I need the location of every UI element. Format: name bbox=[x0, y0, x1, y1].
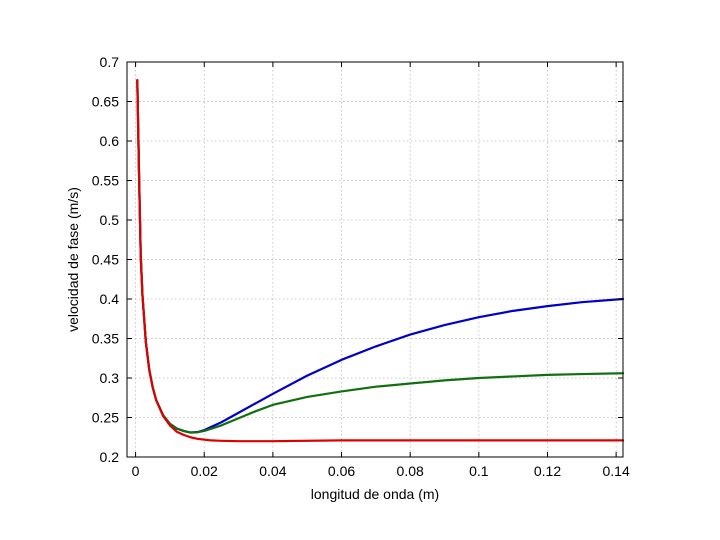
y-tick-label: 0.2 bbox=[100, 449, 120, 465]
series-lines bbox=[136, 79, 625, 443]
x-tick-label: 0.12 bbox=[534, 463, 561, 479]
y-tick-label: 0.7 bbox=[100, 54, 120, 70]
x-axis-label: longitud de onda (m) bbox=[311, 486, 439, 502]
y-tick-label: 0.4 bbox=[100, 291, 120, 307]
y-tick-label: 0.3 bbox=[100, 370, 120, 386]
x-tick-label: 0.1 bbox=[469, 463, 489, 479]
x-tick-label: 0.06 bbox=[328, 463, 355, 479]
y-tick-label: 0.55 bbox=[92, 173, 119, 189]
x-tick-label: 0.04 bbox=[259, 463, 286, 479]
red-series-line bbox=[136, 79, 625, 443]
x-tick-label: 0 bbox=[132, 463, 140, 479]
y-tick-label: 0.35 bbox=[92, 331, 119, 347]
y-tick-label: 0.25 bbox=[92, 410, 119, 426]
x-tick-label: 0.08 bbox=[397, 463, 424, 479]
y-tick-label: 0.65 bbox=[92, 94, 119, 110]
y-axis-label: velocidad de fase (m/s) bbox=[65, 187, 81, 332]
x-tick-label: 0.14 bbox=[603, 463, 630, 479]
y-tick-label: 0.6 bbox=[100, 133, 120, 149]
axis-ticks: 0 0.02 0.04 0.06 0.08 0.1 0.12 0.14 0.2 0.25 0.3 0.… bbox=[92, 54, 630, 479]
y-tick-label: 0.45 bbox=[92, 252, 119, 268]
x-tick-label: 0.02 bbox=[191, 463, 218, 479]
y-tick-label: 0.5 bbox=[100, 212, 120, 228]
